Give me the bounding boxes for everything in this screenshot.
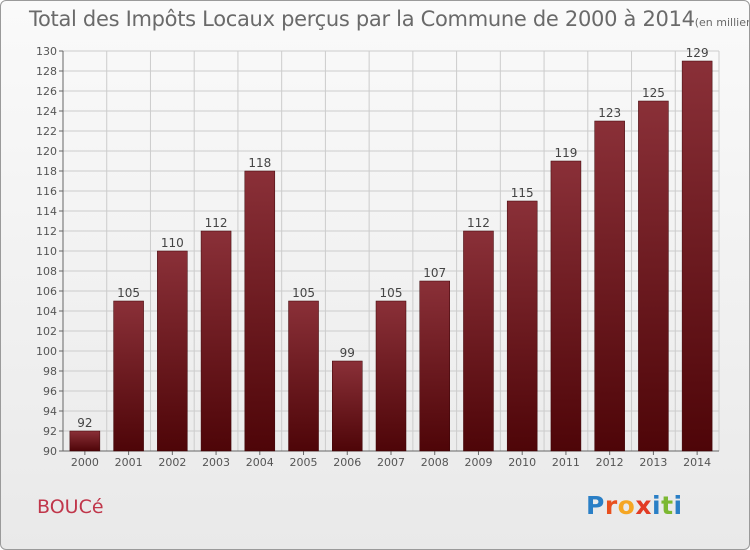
logo-letter: x	[635, 491, 652, 520]
y-tick-label: 106	[36, 285, 57, 298]
y-tick-label: 100	[36, 345, 57, 358]
bar-2012	[594, 120, 625, 452]
x-tick-label-2002: 2002	[158, 456, 186, 469]
y-tick-label: 102	[36, 325, 57, 338]
data-label-2007: 105	[380, 286, 403, 300]
x-tick-label-2012: 2012	[596, 456, 624, 469]
x-tick-label-2008: 2008	[421, 456, 449, 469]
y-tick-label: 104	[36, 305, 57, 318]
x-tick-label-2003: 2003	[202, 456, 230, 469]
chart-title: Total des Impôts Locaux perçus par la Co…	[29, 7, 749, 31]
y-tick-label: 118	[36, 165, 57, 178]
y-tick-label: 128	[36, 65, 57, 78]
data-label-2009: 112	[467, 216, 490, 230]
y-tick-label: 110	[36, 245, 57, 258]
x-tick-label-2009: 2009	[464, 456, 492, 469]
y-tick-label: 130	[36, 45, 57, 58]
data-label-2012: 123	[598, 106, 621, 120]
data-label-2003: 112	[205, 216, 228, 230]
x-tick-label-2001: 2001	[115, 456, 143, 469]
data-label-2008: 107	[423, 266, 446, 280]
y-tick-label: 122	[36, 125, 57, 138]
bar-2014	[681, 60, 713, 452]
y-tick-label: 124	[36, 105, 57, 118]
logo-letter: P	[586, 491, 605, 520]
data-label-2011: 119	[554, 146, 577, 160]
x-tick-label-2000: 2000	[71, 456, 99, 469]
bar-2009	[463, 230, 494, 452]
y-tick-label: 108	[36, 265, 57, 278]
bar-2001	[113, 300, 144, 452]
x-tick-label-2007: 2007	[377, 456, 405, 469]
data-label-2004: 118	[248, 156, 271, 170]
data-label-2013: 125	[642, 86, 665, 100]
commune-name: BOUCé	[37, 496, 104, 518]
y-tick-label: 116	[36, 185, 57, 198]
bar-2007	[375, 300, 407, 452]
x-tick-label-2011: 2011	[552, 456, 580, 469]
x-tick-label-2004: 2004	[246, 456, 274, 469]
y-tick-label: 90	[43, 445, 57, 458]
logo-letter: t	[661, 491, 674, 520]
bar-2008	[419, 280, 450, 452]
bar-2010	[506, 200, 538, 452]
data-label-2006: 99	[340, 346, 355, 360]
bar-2005	[288, 300, 319, 452]
y-tick-label: 114	[36, 205, 57, 218]
x-tick-label-2005: 2005	[290, 456, 318, 469]
bar-2002	[157, 250, 188, 452]
x-tick-label-2006: 2006	[333, 456, 361, 469]
bar-2004	[244, 170, 276, 452]
data-label-2000: 92	[77, 416, 92, 430]
y-tick-label: 112	[36, 225, 57, 238]
y-tick-label: 98	[43, 365, 57, 378]
bar-2006	[332, 360, 363, 452]
logo-letter: o	[617, 491, 636, 520]
logo-letter: i	[652, 491, 662, 520]
y-tick-label: 96	[43, 385, 57, 398]
label-layer: 92 105 110 112 118 105 99 105 107 112 115 119 123 125…	[77, 46, 708, 430]
x-tick-label-2014: 2014	[683, 456, 711, 469]
y-tick-label: 94	[43, 405, 57, 418]
data-label-2002: 110	[161, 236, 184, 250]
data-label-2014: 129	[686, 46, 709, 60]
bar-2003	[200, 230, 232, 452]
bar-2000	[69, 430, 101, 452]
y-tick-label: 120	[36, 145, 57, 158]
y-tick-label: 126	[36, 85, 57, 98]
logo-letter: r	[604, 491, 618, 520]
y-tick-label: 92	[43, 425, 57, 438]
data-label-2001: 105	[117, 286, 140, 300]
bar-2011	[550, 160, 582, 452]
proxiti-logo: Proxiti	[586, 491, 683, 520]
bar-layer	[69, 60, 713, 452]
data-label-2010: 115	[511, 186, 534, 200]
x-tick-label-2013: 2013	[639, 456, 667, 469]
data-label-2005: 105	[292, 286, 315, 300]
axis-layer: 90 92 94 96 98 100 102 104 106 108 110 112 114 116 118…	[36, 45, 719, 469]
chart-unit: (en milliers d'€)	[694, 16, 749, 29]
bar-2013	[638, 100, 669, 452]
logo-letter: i	[673, 491, 683, 520]
chart-title-text: Total des Impôts Locaux perçus par la Co…	[29, 7, 695, 31]
x-tick-label-2010: 2010	[508, 456, 536, 469]
